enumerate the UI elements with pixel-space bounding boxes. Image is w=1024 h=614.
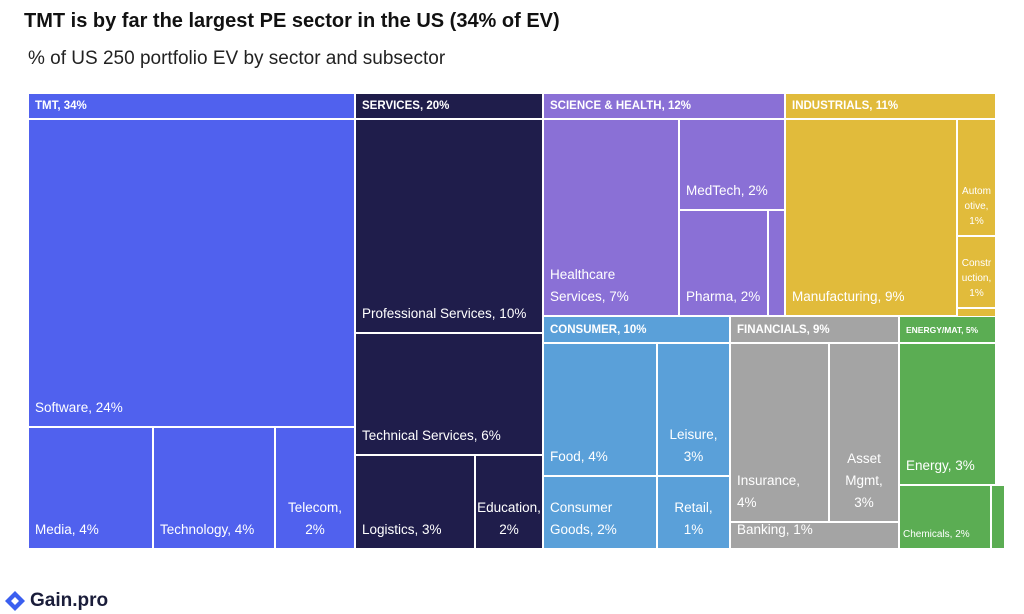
subsector [768,210,785,316]
brand-icon [5,591,25,611]
subsector: Software, 24% [28,119,355,427]
sector-header-label: SCIENCE & HEALTH, 12% [550,100,692,112]
subsector: Energy, 3% [899,343,996,485]
subsector: Banking, 1% [730,522,899,549]
brand: Gain.pro [30,590,109,611]
subsector [991,485,1005,549]
subsector-label: Technical Services, 6% [362,428,501,443]
subsector: Manufacturing, 9% [785,119,957,316]
subsector: Leisure, 3% [657,343,730,476]
sector-header: ENERGY/MAT, 5% [899,316,996,343]
subsector: Pharma, 2% [679,210,768,316]
subsector-label: Telecom, 2% [287,500,343,537]
subsector: Professional Services, 10% [355,119,543,333]
subsector: Healthcare Services, 7% [543,119,679,316]
subsector: Construction, 1% [957,236,996,308]
subsector: Insurance, 4% [730,343,829,522]
sector-header: FINANCIALS, 9% [730,316,899,343]
sector-header: TMT, 34% [28,93,355,119]
subsector-label: MedTech, 2% [686,183,768,198]
chart-subtitle: % of US 250 portfolio EV by sector and s… [28,48,446,69]
subsector-label: Pharma, 2% [686,289,761,304]
subsector: Telecom, 2% [275,427,355,549]
subsector-label: Energy, 3% [906,458,975,473]
subsector: Logistics, 3% [355,455,475,549]
sector-header: CONSUMER, 10% [543,316,730,343]
subsector-label: Insurance, 4% [737,473,801,510]
subsector-label: Education, 2% [477,500,541,537]
subsector-label: Banking, 1% [737,522,813,537]
subsector-label: Automotive, 1% [962,186,991,227]
subsector: Food, 4% [543,343,657,476]
subsector-label: Retail, 1% [674,500,713,537]
subsector-label: Food, 4% [550,449,608,464]
sector-header: SERVICES, 20% [355,93,543,119]
subsector-label: Logistics, 3% [362,522,442,537]
subsector-label: Software, 24% [35,400,123,415]
sector-header-label: ENERGY/MAT, 5% [906,324,979,335]
sector-header: INDUSTRIALS, 11% [785,93,996,119]
subsector-label: Technology, 4% [160,522,255,537]
subsector: Retail, 1% [657,476,730,549]
subsector-label: Media, 4% [35,522,99,537]
subsector: MedTech, 2% [679,119,785,210]
subsector-label: Chemicals, 2% [903,529,970,540]
subsector: Technology, 4% [153,427,275,549]
subsector: Education, 2% [475,455,543,549]
sector-header: SCIENCE & HEALTH, 12% [543,93,785,119]
subsector: Technical Services, 6% [355,333,543,455]
sector-header-label: CONSUMER, 10% [550,323,647,336]
sector-header-label: TMT, 34% [35,100,87,112]
subsector-label: Leisure, 3% [669,427,718,464]
sector-header-label: FINANCIALS, 9% [737,323,830,336]
chart-title: TMT is by far the largest PE sector in t… [24,10,560,32]
subsector: Media, 4% [28,427,153,549]
subsector-label: Asset Mgmt, 3% [845,451,883,510]
sector-header-label: SERVICES, 20% [362,100,450,112]
subsector: Consumer Goods, 2% [543,476,657,549]
sector-header-label: INDUSTRIALS, 11% [792,100,899,112]
subsector-label: Construction, 1% [961,258,992,299]
subsector-label: Manufacturing, 9% [792,289,905,304]
subsector: Automotive, 1% [957,119,996,236]
subsector: Chemicals, 2% [899,485,991,549]
subsector-label: Healthcare Services, 7% [550,267,629,304]
subsector-label: Consumer Goods, 2% [550,500,617,537]
subsector-label: Professional Services, 10% [362,306,527,321]
subsector: Asset Mgmt, 3% [829,343,899,522]
